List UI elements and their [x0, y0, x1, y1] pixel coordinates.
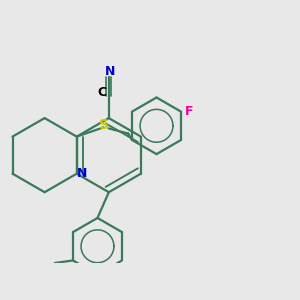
Text: N: N	[77, 167, 88, 180]
Text: S: S	[99, 118, 109, 132]
Text: N: N	[105, 65, 116, 78]
Text: F: F	[185, 105, 194, 118]
Text: C: C	[98, 86, 107, 99]
